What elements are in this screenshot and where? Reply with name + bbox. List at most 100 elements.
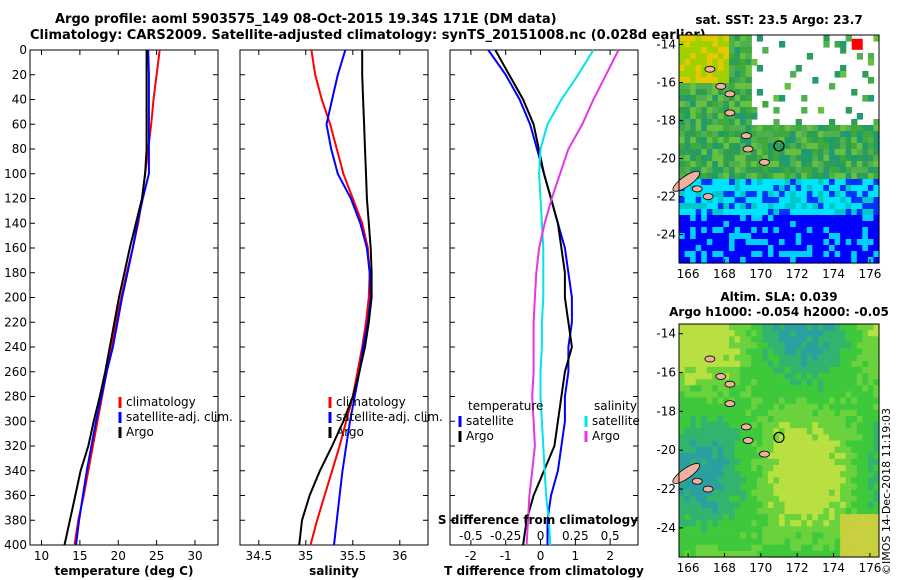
map-cell (695, 227, 702, 234)
map-cell (679, 113, 686, 120)
map-cell (823, 143, 830, 150)
map-cell (690, 434, 697, 442)
map-cell (695, 342, 702, 350)
map-cell (690, 342, 697, 350)
map-cell (745, 65, 752, 72)
map-cell (684, 391, 691, 399)
map-cell (834, 173, 841, 180)
map-cell (829, 257, 836, 264)
map-cell (784, 532, 791, 540)
map-cell (712, 446, 719, 454)
map-cell (729, 77, 736, 84)
map-cell (729, 501, 736, 509)
map-cell (679, 458, 686, 466)
map-cell (829, 514, 836, 521)
map-cell (834, 324, 841, 331)
map-cell (790, 233, 797, 240)
map-cell (862, 185, 869, 192)
map-cell (790, 215, 797, 222)
map-cell (779, 161, 786, 168)
salinity-frame (239, 49, 429, 546)
map-cell (851, 520, 858, 527)
map-cell (712, 489, 719, 497)
map-cell (862, 422, 869, 429)
map-cell (862, 155, 869, 162)
map-cell (767, 143, 775, 150)
map-cell (729, 257, 736, 264)
map-cell (867, 227, 875, 234)
map-cell (862, 149, 869, 156)
map-cell (745, 354, 752, 362)
map-cell (840, 360, 847, 368)
map-cell (729, 452, 736, 460)
map-cell (767, 422, 775, 429)
map-cell (801, 233, 808, 240)
ytick-label: 220 (4, 315, 27, 329)
map-cell (706, 77, 713, 84)
map-cell (845, 239, 852, 246)
map-cell (784, 330, 791, 337)
map-cell (773, 95, 780, 102)
map-cell (845, 233, 852, 240)
map-cell (701, 215, 708, 222)
map-cell (762, 348, 769, 356)
diff-legend-s-0: salinity (594, 399, 637, 413)
map-cell (840, 41, 847, 48)
map-cell (712, 65, 719, 72)
map-cell (790, 251, 797, 258)
difference-xtick-label: 1 (572, 549, 580, 563)
map-cell (801, 143, 808, 150)
map-cell (834, 143, 841, 150)
map-cell (773, 197, 780, 204)
map-cell (862, 366, 869, 374)
map-cell (779, 41, 786, 48)
map-cell (684, 71, 691, 78)
map-cell (856, 167, 863, 174)
map-cell (745, 397, 752, 405)
map-cell (867, 446, 875, 454)
map-cell (779, 191, 786, 198)
map-cell (729, 71, 736, 78)
sst-ytick-label: -18 (656, 114, 676, 128)
map-cell (695, 83, 702, 90)
island (724, 90, 736, 98)
map-cell (679, 526, 686, 533)
map-cell (784, 149, 791, 156)
map-cell (845, 167, 852, 174)
map-cell (795, 215, 802, 222)
map-cell (806, 191, 813, 198)
map-cell (723, 452, 730, 460)
map-cell (701, 77, 708, 84)
map-cell (706, 233, 713, 240)
map-cell (829, 173, 836, 180)
map-cell (701, 59, 708, 66)
map-cell (862, 342, 869, 350)
map-cell (823, 477, 830, 484)
map-cell (712, 71, 719, 78)
map-cell (706, 53, 713, 60)
map-cell (845, 495, 852, 503)
map-cell (812, 373, 819, 380)
map-cell (806, 324, 813, 331)
map-cell (851, 458, 858, 466)
sst-xtick-label: 172 (786, 267, 809, 281)
map-cell (851, 403, 858, 411)
map-cell (762, 221, 769, 228)
map-cell (745, 544, 752, 552)
map-cell (773, 348, 780, 356)
map-cell (756, 233, 763, 240)
map-cell (873, 391, 880, 399)
map-cell (840, 330, 847, 337)
map-cell (717, 179, 725, 186)
map-cell (762, 471, 769, 478)
map-cell (867, 221, 875, 228)
map-cell (862, 471, 869, 478)
map-cell (867, 77, 875, 84)
map-cell (740, 446, 747, 454)
map-cell (856, 520, 863, 527)
map-cell (717, 379, 725, 386)
map-cell (734, 544, 741, 552)
map-cell (717, 526, 725, 533)
map-cell (862, 143, 869, 150)
map-cell (806, 428, 813, 435)
